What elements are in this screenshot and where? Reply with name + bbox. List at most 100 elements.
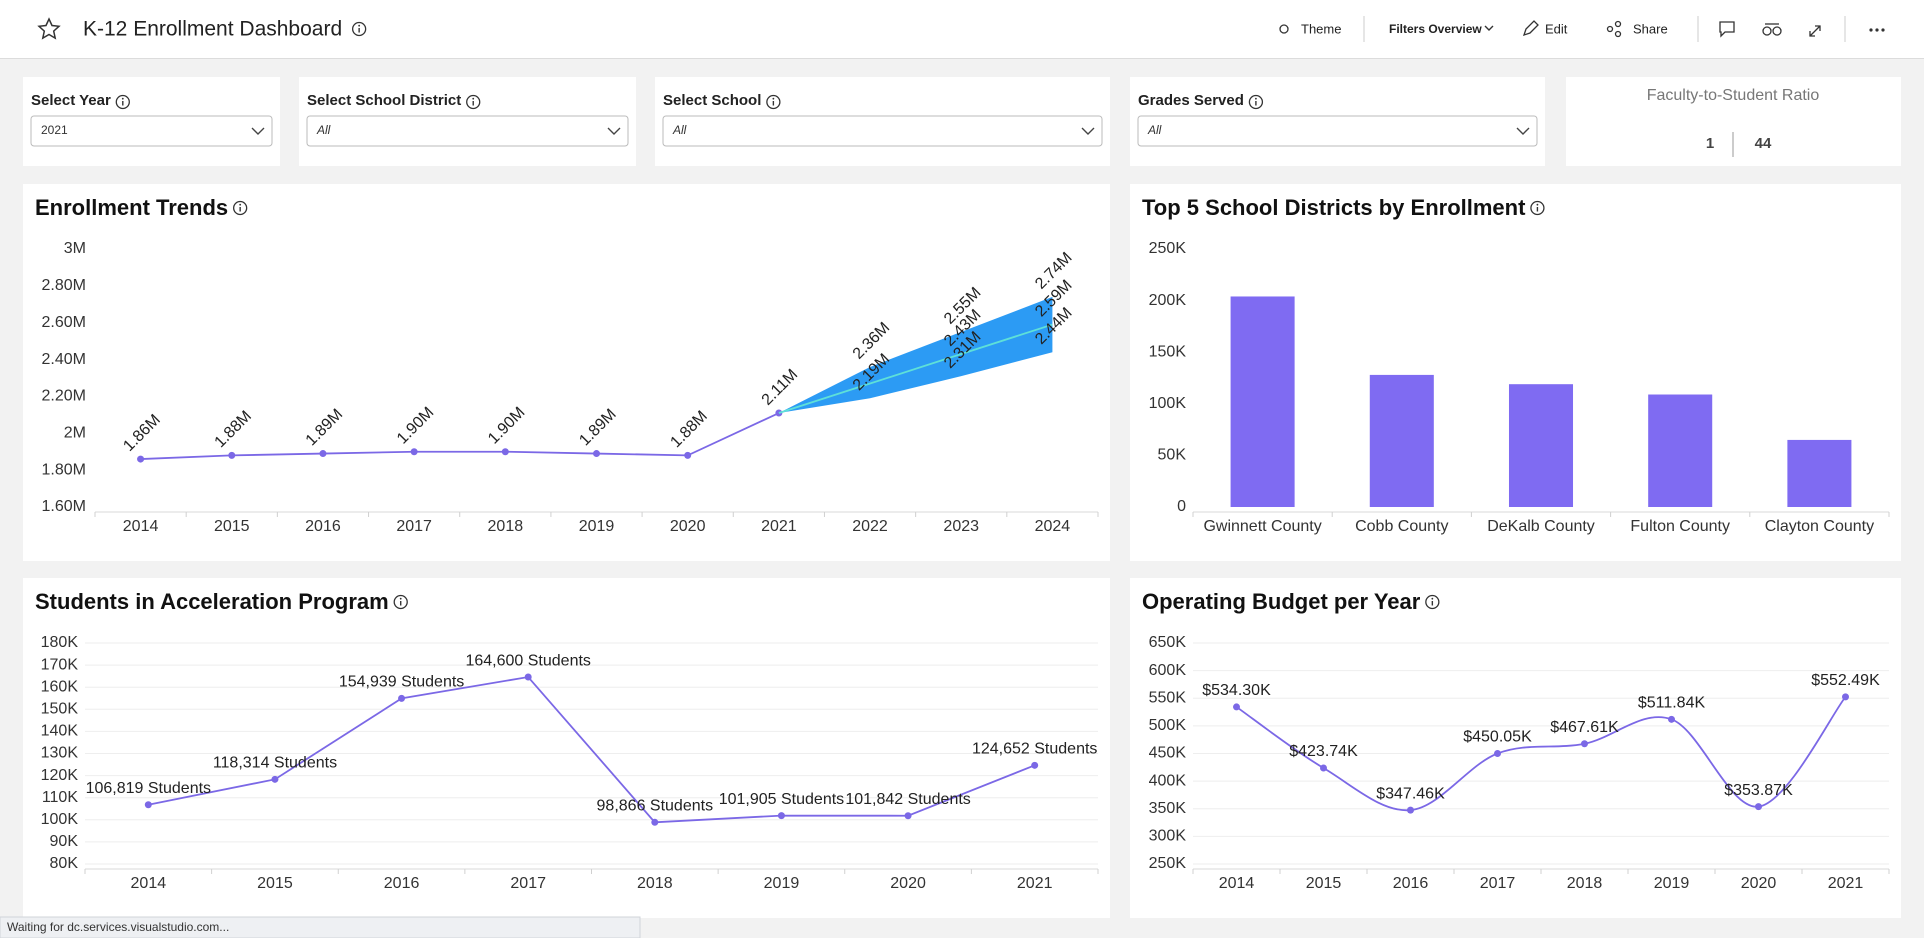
point: [137, 455, 145, 463]
dropdown-value: 2021: [41, 123, 68, 137]
y-tick-label: 100K: [1149, 395, 1187, 412]
y-tick-label: 150K: [1149, 343, 1187, 360]
y-tick-label: 3M: [64, 240, 86, 257]
bar: [1508, 384, 1574, 507]
comment-icon[interactable]: [1719, 21, 1735, 38]
dropdown-value: All: [1147, 123, 1162, 137]
filter-label: Grades Served: [1138, 92, 1244, 109]
dropdown[interactable]: [1137, 115, 1538, 147]
x-tick-label: 2020: [1741, 875, 1777, 892]
info-icon: [1530, 200, 1545, 216]
x-tick-label: 2024: [1035, 518, 1071, 535]
x-tick-label: 2015: [214, 518, 250, 535]
kpi-title: Faculty-to-Student Ratio: [1647, 87, 1820, 104]
dropdown-chevron: [1516, 127, 1530, 135]
x-tick-label: 2023: [943, 518, 979, 535]
info-icon-dot: [358, 24, 361, 27]
edit-button[interactable]: Edit: [1545, 21, 1568, 36]
x-tick-label: 2017: [1480, 875, 1516, 892]
point: [904, 812, 912, 820]
theme-button[interactable]: Theme: [1301, 21, 1341, 36]
info-icon-dot: [1536, 203, 1539, 206]
info-icon: [1425, 594, 1440, 610]
info-icon-dot: [239, 203, 242, 206]
y-tick-label: 2.40M: [42, 351, 86, 368]
point: [319, 450, 327, 458]
y-tick-label: 250K: [1149, 855, 1187, 872]
chart-title: Enrollment Trends: [35, 195, 228, 220]
edit-icon: [1522, 20, 1539, 37]
chart-title: Operating Budget per Year: [1142, 589, 1421, 614]
y-tick-label: 600K: [1149, 662, 1187, 679]
y-tick-label: 2.20M: [42, 388, 86, 405]
x-tick-label: DeKalb County: [1487, 518, 1595, 535]
x-tick-label: 2019: [764, 875, 800, 892]
y-tick-label: 500K: [1149, 717, 1187, 734]
chevron: [1484, 25, 1494, 31]
filters-overview-button[interactable]: Filters Overview: [1389, 22, 1482, 36]
data-label: $534.30K: [1202, 682, 1271, 699]
share-icon: [1606, 20, 1622, 38]
data-label: 101,905 Students: [719, 791, 844, 808]
favorite-star[interactable]: [37, 17, 61, 40]
dashboard-title: K-12 Enrollment Dashboard: [83, 18, 342, 41]
x-tick-label: 2014: [131, 875, 167, 892]
dropdown[interactable]: [306, 115, 629, 147]
filter-label: Select School District: [307, 92, 461, 109]
data-label: $347.46K: [1376, 785, 1445, 802]
point: [144, 801, 152, 809]
line: [140, 412, 780, 460]
y-tick-label: 350K: [1149, 800, 1187, 817]
info-icon: [351, 21, 367, 37]
x-tick-label: 2018: [1567, 875, 1603, 892]
y-tick-label: 140K: [41, 723, 79, 740]
x-tick-label: 2019: [1654, 875, 1690, 892]
point: [228, 451, 236, 459]
bar: [1648, 394, 1713, 507]
y-tick-label: 550K: [1149, 689, 1187, 706]
data-label: 101,842 Students: [845, 791, 970, 808]
y-tick-label: 80K: [50, 855, 79, 872]
point: [1755, 803, 1762, 811]
y-tick-label: 1.80M: [42, 461, 86, 478]
point: [1668, 715, 1675, 723]
header-bar: [0, 0, 1924, 58]
point: [1031, 761, 1039, 769]
chart-panel: [23, 578, 1110, 918]
expand-icon[interactable]: [1809, 25, 1821, 37]
y-tick-label: 2M: [64, 425, 86, 442]
y-tick-label: 400K: [1149, 772, 1187, 789]
point: [651, 818, 659, 826]
presentation-icon[interactable]: [1762, 23, 1782, 36]
point: [1407, 806, 1414, 814]
info-icon: [115, 94, 130, 110]
data-label: $511.84K: [1638, 695, 1706, 712]
data-label: 124,652 Students: [972, 741, 1097, 758]
info-icon: [766, 94, 781, 110]
x-tick-label: 2014: [123, 518, 159, 535]
data-label: $467.61K: [1550, 719, 1619, 736]
x-tick-label: 2018: [488, 518, 524, 535]
info-icon: [233, 200, 248, 216]
forecast-band: [778, 296, 1053, 414]
dropdown[interactable]: [662, 115, 1103, 147]
point: [524, 673, 532, 681]
data-label: 98,866 Students: [597, 798, 714, 815]
x-tick-label: 2017: [396, 518, 432, 535]
x-tick-label: 2015: [257, 875, 293, 892]
info-icon-dot: [472, 97, 475, 100]
share-button[interactable]: Share: [1633, 21, 1668, 36]
y-tick-label: 2.80M: [42, 277, 86, 294]
y-tick-label: 130K: [41, 745, 79, 762]
y-tick-label: 300K: [1149, 828, 1187, 845]
dropdown[interactable]: [30, 115, 273, 147]
more-icon[interactable]: [1869, 28, 1885, 32]
kpi-right: 44: [1755, 135, 1772, 152]
dropdown-chevron: [607, 127, 621, 135]
filter-label: Select Year: [31, 92, 111, 109]
chart-title: Students in Acceleration Program: [35, 589, 389, 614]
x-tick-label: 2015: [1306, 875, 1342, 892]
info-icon: [466, 94, 481, 110]
bar: [1230, 296, 1295, 507]
point: [1320, 764, 1327, 772]
